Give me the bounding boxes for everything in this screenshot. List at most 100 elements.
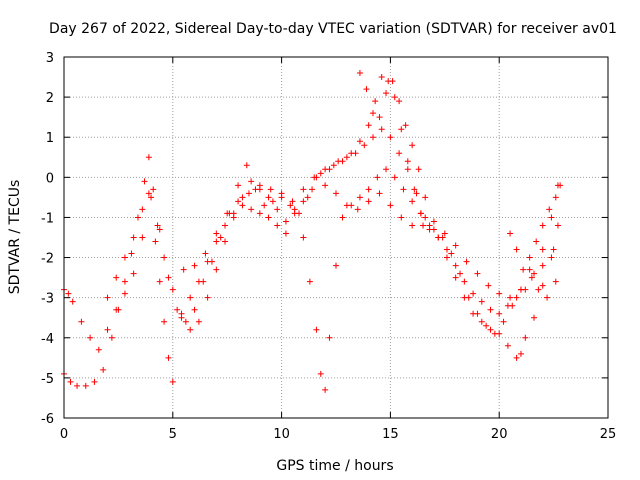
series-6 [507,182,564,273]
data-point [452,262,459,269]
data-point [161,254,168,261]
data-point [139,234,146,241]
data-point [333,262,339,269]
data-point [369,134,376,141]
data-point [121,254,128,261]
data-point [104,326,111,333]
data-point [354,206,361,213]
data-point [180,266,187,273]
data-point [300,186,307,193]
data-point [169,286,176,293]
data-point [343,154,350,161]
data-point [522,334,529,341]
data-point [261,202,268,209]
data-point [546,206,553,213]
data-point [213,266,220,273]
data-point [528,274,535,281]
data-point [356,138,363,145]
data-point [213,238,220,245]
data-point [443,254,450,261]
data-point [156,226,163,233]
data-point [504,342,511,349]
data-point [317,370,324,377]
data-point [361,142,368,149]
y-tick-label: -2 [41,252,54,267]
x-tick-label: 20 [491,427,508,442]
y-tick-label: 0 [46,171,54,186]
data-point [104,294,111,301]
data-point [550,246,557,253]
data-point [413,190,420,197]
data-point [478,318,485,325]
data-point [130,270,137,277]
data-point [485,282,492,289]
data-point [113,274,120,281]
series-1 [61,74,561,389]
data-point [402,122,409,129]
data-point [363,86,370,93]
data-point [191,306,198,313]
data-point [326,334,333,341]
data-point [417,210,424,217]
data-point [526,254,533,261]
data-point [239,194,246,201]
data-point [313,326,320,333]
data-point [243,162,250,169]
x-tick-label: 15 [382,427,399,442]
data-point [513,294,520,301]
data-point [396,150,403,157]
data-point [517,286,524,293]
data-point [169,378,176,385]
data-point [152,238,159,245]
data-point [430,226,437,233]
data-point [352,150,359,157]
data-point [230,210,237,217]
data-point [113,306,120,313]
data-point [239,202,246,209]
data-point [457,270,464,277]
data-point [509,302,516,309]
data-point [378,74,385,81]
data-point [404,166,411,173]
data-point [213,230,220,237]
data-point [391,174,398,181]
data-point [222,238,229,245]
data-point [204,258,211,265]
data-point [165,274,172,281]
data-point [156,278,163,285]
data-point [322,386,329,393]
data-point [139,206,146,213]
data-point [435,234,442,241]
data-point [387,134,394,141]
data-point [400,186,407,193]
data-point [78,318,85,325]
data-point [409,198,416,205]
data-point [287,202,294,209]
data-point [474,270,481,277]
data-point [343,202,350,209]
data-point [548,214,555,221]
data-point [409,142,416,149]
plot-frame [63,56,609,419]
plot-area [61,70,564,393]
x-axis-label: GPS time / hours [276,458,393,474]
data-point [396,98,403,105]
data-point [235,198,242,205]
data-point [483,322,490,329]
y-tick-label: -4 [41,332,54,347]
data-point [420,222,427,229]
data-point [282,230,289,237]
data-point [154,222,161,229]
y-tick-label: -5 [41,372,54,387]
data-point [265,214,272,221]
data-point [145,190,152,197]
data-point [478,298,485,305]
data-point [148,194,155,201]
y-tick-label: 1 [46,131,54,146]
data-point [441,230,448,237]
data-point [544,294,551,301]
data-point [311,174,318,181]
data-point [304,194,311,201]
data-point [387,202,394,209]
data-point [365,122,372,129]
